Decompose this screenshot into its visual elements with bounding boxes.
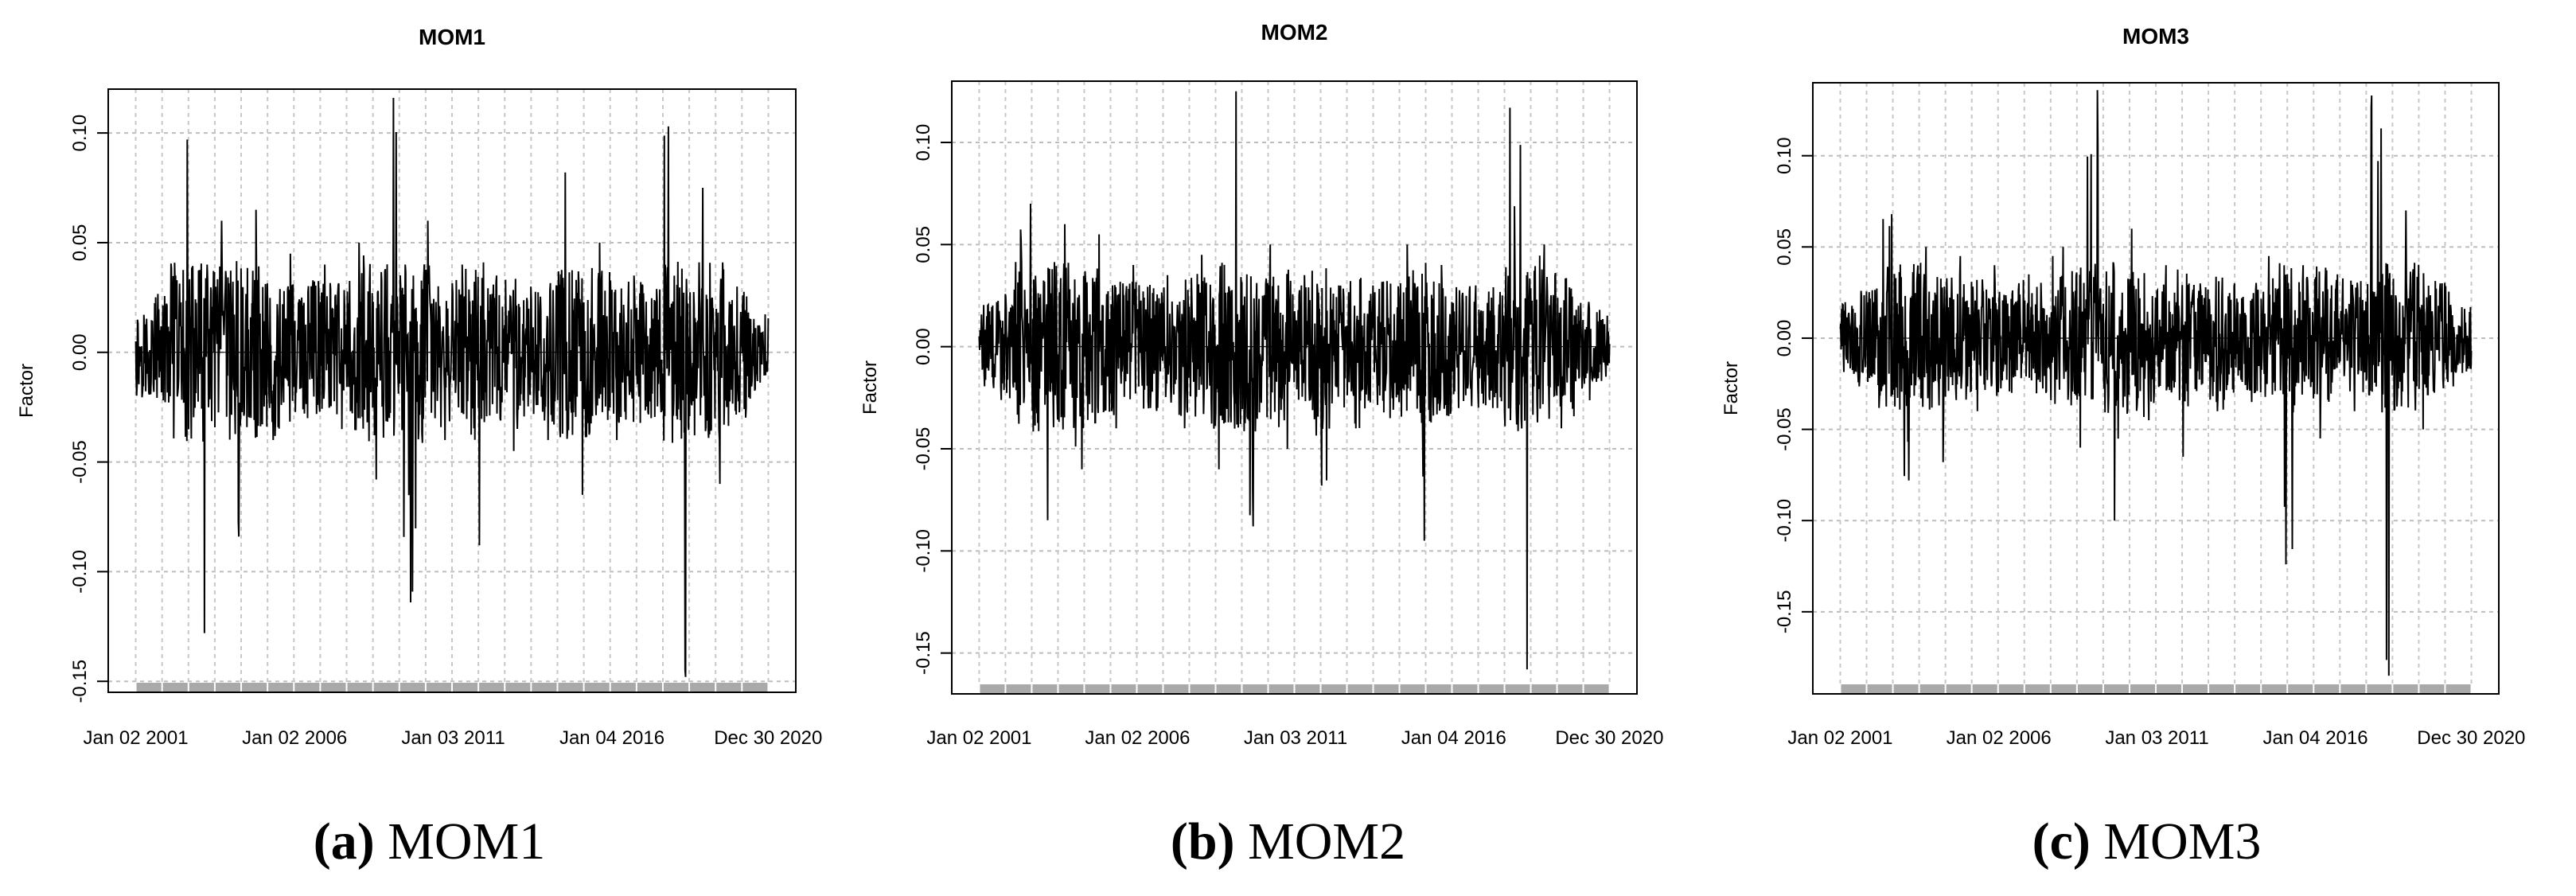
x-tick-label: Jan 03 2011 (401, 727, 505, 749)
y-tick-label: -0.15 (1774, 590, 1795, 633)
y-tick-label: 0.00 (913, 328, 934, 365)
caption-mom2: (b) MOM2 (859, 812, 1717, 872)
caption-letter: (b) (1170, 812, 1235, 871)
y-tick-label: 0.10 (913, 124, 934, 162)
y-tick-label: 0.05 (1774, 228, 1795, 266)
caption-letter: (c) (2032, 812, 2091, 871)
x-tick-label: Dec 30 2020 (2417, 727, 2525, 749)
plot-frame (1812, 82, 2500, 695)
chart-title: MOM3 (2122, 24, 2189, 49)
plot-frame (107, 88, 797, 693)
x-tick-label: Jan 04 2016 (2262, 727, 2368, 749)
chart-mom3: MOM3 Factor -0.15 -0.10 -0.05 0.00 0.05 0.10 Jan… (1721, 24, 2525, 749)
y-tick-label: -0.15 (913, 631, 934, 675)
series-line (134, 97, 770, 677)
caption-text: MOM3 (2103, 812, 2262, 871)
plot-frame (951, 80, 1638, 695)
x-tick-label: Dec 30 2020 (714, 727, 822, 749)
x-tick-label: Jan 02 2001 (1787, 727, 1892, 749)
y-tick-label: -0.10 (1774, 499, 1795, 543)
caption-text: MOM1 (388, 812, 546, 871)
y-axis-label: Factor (1721, 361, 1742, 415)
caption-mom1: (a) MOM1 (0, 812, 859, 872)
y-tick-label: 0.00 (69, 333, 91, 371)
x-tick-label: Jan 04 2016 (559, 727, 664, 749)
chart-title: MOM2 (1261, 20, 1328, 45)
y-tick-label: 0.10 (69, 115, 91, 152)
y-tick-label: 0.00 (1774, 320, 1795, 357)
x-tick-label: Jan 03 2011 (1244, 727, 1347, 749)
y-tick-label: -0.10 (69, 550, 91, 594)
panel-mom3: MOM3 Factor -0.15 -0.10 -0.05 0.00 0.05 0.10 Jan… (1717, 0, 2576, 896)
panel-mom2: MOM2 Factor -0.15 -0.10 -0.05 0.00 0.05 0.10 Jan… (859, 0, 1717, 896)
y-tick-label: -0.15 (69, 660, 91, 703)
y-tick-label: 0.05 (69, 224, 91, 262)
x-tick-label: Jan 02 2001 (83, 727, 188, 749)
y-axis-label: Factor (859, 360, 881, 415)
series-line (1839, 90, 2473, 676)
chart-title: MOM1 (419, 25, 485, 49)
caption-letter: (a) (313, 812, 375, 871)
y-tick-label: 0.10 (1774, 137, 1795, 174)
y-tick-label: -0.05 (913, 427, 934, 471)
x-tick-label: Jan 03 2011 (2105, 727, 2208, 749)
y-tick-label: -0.05 (69, 440, 91, 484)
x-tick-label: Dec 30 2020 (1555, 727, 1663, 749)
x-tick-label: Jan 02 2006 (1085, 727, 1190, 749)
caption-text: MOM2 (1248, 812, 1406, 871)
panel-mom1: MOM1 Factor -0.15 -0.10 -0.05 0.00 0.05 0.10 Jan… (0, 0, 859, 896)
caption-mom3: (c) MOM3 (1717, 812, 2576, 872)
y-tick-label: -0.05 (1774, 407, 1795, 451)
chart-mom2: MOM2 Factor -0.15 -0.10 -0.05 0.00 0.05 0.10 Jan… (859, 20, 1663, 749)
x-tick-label: Jan 02 2001 (926, 727, 1031, 749)
y-tick-label: -0.10 (913, 529, 934, 573)
x-tick-label: Jan 02 2006 (1947, 727, 2052, 749)
x-tick-label: Jan 04 2016 (1401, 727, 1506, 749)
y-tick-label: 0.05 (913, 226, 934, 263)
chart-mom1: MOM1 Factor -0.15 -0.10 -0.05 0.00 0.05 0.10 Jan… (16, 25, 822, 749)
x-tick-label: Jan 02 2006 (242, 727, 347, 749)
y-axis-label: Factor (16, 364, 37, 418)
